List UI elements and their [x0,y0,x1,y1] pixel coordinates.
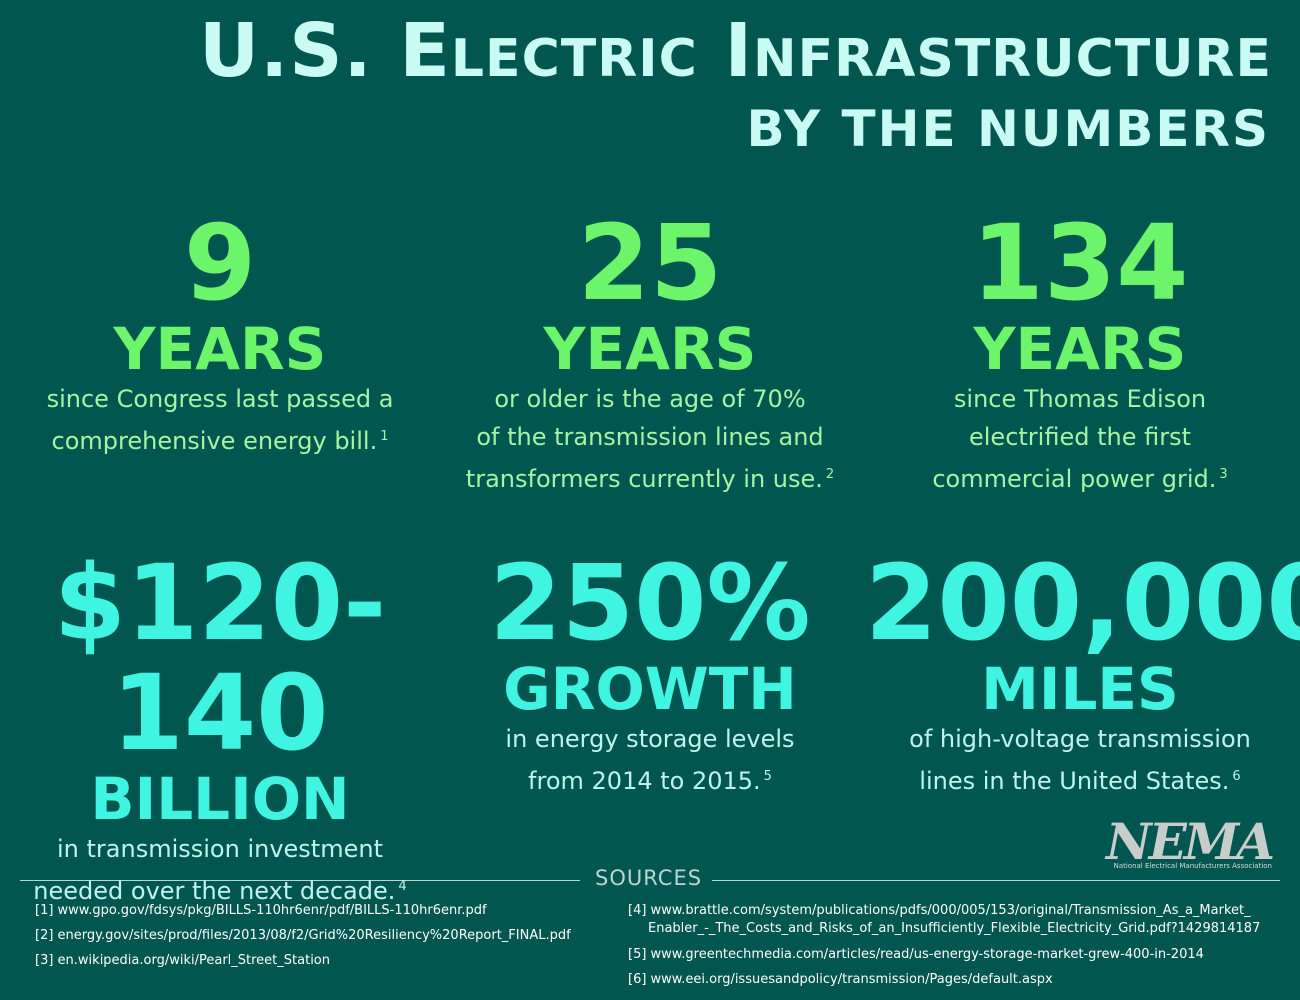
description-text: in energy storage levels [505,725,795,753]
footnote-mark: 2 [825,467,835,482]
footnote-mark: 4 [398,879,407,894]
sources-heading: SOURCES [595,866,703,890]
source: [6] www.eei.org/issuesandpolicy/transmis… [628,972,1053,987]
source: Enabler_-_The_Costs_and_Risks_of_an_Insu… [648,921,1261,936]
stat-unit: GROWTH [503,655,797,723]
description-text: of the transmission lines and [476,423,824,451]
footnote-mark: 5 [763,769,772,784]
stat-unit: YEARS [973,315,1187,383]
stat-number: 250% [489,542,811,664]
stat: 134 YEARS since Thomas Edison electrified t… [865,208,1295,498]
description-text: transformers currently in use. [465,465,823,493]
divider [712,880,1280,881]
stat-description: electrified the first [865,418,1295,456]
divider [20,880,580,881]
stat: 250% GROWTH in energy storage levels from 2… [435,548,865,800]
stat-description: of the transmission lines and [435,418,865,456]
footnote-mark: 1 [380,429,389,444]
stat-unit: BILLION [90,765,350,833]
stat-description: commercial power grid. 3 [865,456,1295,498]
source: [4] www.brattle.com/system/publications/… [628,903,1251,918]
description-text: from 2014 to 2015. [528,767,761,795]
stat-number: 134 [971,202,1189,324]
footnote-mark: 6 [1232,769,1241,784]
description-text: needed over the next decade. [33,877,396,905]
description-text: in transmission investment [57,835,383,863]
stat-description: lines in the United States. 6 [865,758,1295,800]
source: [5] www.greentechmedia.com/articles/read… [628,947,1204,962]
description-text: or older is the age of 70% [494,385,806,413]
subtitle: BY THE NUMBERS [746,100,1270,158]
stat: 9 YEARS since Congress last passed a compre… [5,208,435,460]
description-text: lines in the United States. [919,767,1230,795]
description-text: electrified the first [969,423,1191,451]
stat-description: or older is the age of 70% [435,380,865,418]
description-text: commercial power grid. [932,465,1217,493]
stat-number: 200,000 [865,542,1300,664]
logo: NEMA [1106,812,1275,871]
stat-description: from 2014 to 2015. 5 [435,758,865,800]
stat-description: in energy storage levels [435,720,865,758]
stat: $120-140 BILLION in transmission investmen… [5,548,435,910]
stat-description: of high-voltage transmission [865,720,1295,758]
stat-description: since Congress last passed a [5,380,435,418]
stat-unit: MILES [981,655,1179,723]
source: [1] www.gpo.gov/fdsys/pkg/BILLS-110hr6en… [35,903,487,918]
stat-description: comprehensive energy bill. 1 [5,418,435,460]
stat-description: since Thomas Edison [865,380,1295,418]
description-text: since Thomas Edison [953,385,1207,413]
description-text: comprehensive energy bill. [51,427,378,455]
stat-description: transformers currently in use. 2 [435,456,865,498]
stat-description: in transmission investment [5,830,435,868]
description-text: of high-voltage transmission [909,725,1251,753]
stat-description: needed over the next decade. 4 [5,868,435,910]
stat: 200,000 MILES of high-voltage transmission… [865,542,1300,800]
stat-unit: YEARS [113,315,327,383]
description-text: since Congress last passed a [46,385,394,413]
stat-unit: YEARS [543,315,757,383]
logo-caption: National Electrical Manufacturers Associ… [1113,862,1272,870]
title: U.S. Electric Infrastructure [199,8,1272,94]
stat-number: 9 [183,202,257,324]
stat-number: 25 [577,202,723,324]
source: [3] en.wikipedia.org/wiki/Pearl_Street_S… [35,953,330,968]
source: [2] energy.gov/sites/prod/files/2013/08/… [35,928,571,943]
stat: 25 YEARS or older is the age of 70% of the … [435,208,865,498]
footnote-mark: 3 [1219,467,1228,482]
stat-number: $120-140 [53,542,387,774]
